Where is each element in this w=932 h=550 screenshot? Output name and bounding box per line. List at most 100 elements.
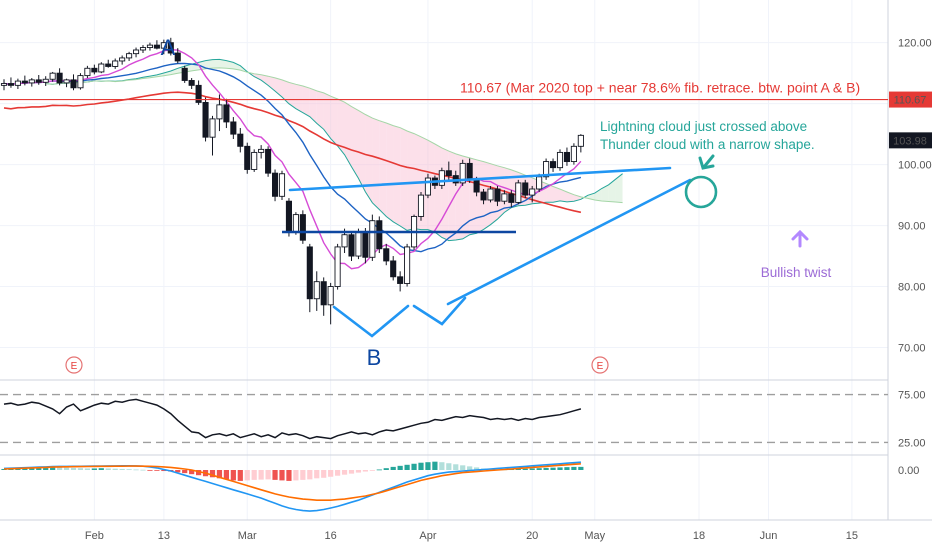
cloud-cross-circle xyxy=(684,175,718,209)
candle xyxy=(404,243,411,287)
candle xyxy=(278,170,286,200)
cloud-segment xyxy=(358,110,366,192)
macd-histogram-bar xyxy=(258,470,264,480)
candle xyxy=(529,185,536,203)
candle xyxy=(501,190,508,205)
bullish-twist-label: Bullish twist xyxy=(761,265,832,280)
macd-histogram-bar xyxy=(341,470,348,475)
candle xyxy=(119,55,126,65)
candle xyxy=(237,128,244,153)
candle xyxy=(167,37,174,56)
cloud-segment xyxy=(309,88,317,124)
macd-histogram-bar xyxy=(265,470,271,480)
price-tick-label: 70.00 xyxy=(898,343,926,355)
macd-histogram-bar xyxy=(522,468,528,470)
rsi-pane: 75.00 25.00 xyxy=(0,390,926,449)
macd-histogram-bar xyxy=(196,470,202,476)
candle xyxy=(105,59,112,68)
candle xyxy=(216,94,223,132)
macd-histogram-bar xyxy=(251,470,257,480)
candle xyxy=(209,115,216,156)
cloud-note-line1: Lightning cloud just crossed above xyxy=(600,119,807,134)
candle xyxy=(70,74,77,91)
candle xyxy=(63,78,70,88)
macd-histogram-bar xyxy=(70,467,77,470)
candle xyxy=(383,243,390,266)
macd-histogram-bar xyxy=(209,470,216,478)
macd-histogram-bar xyxy=(105,468,111,470)
macd-histogram-bar xyxy=(557,467,563,470)
candle xyxy=(42,76,49,86)
candle xyxy=(390,256,397,281)
candle xyxy=(550,158,557,172)
candle xyxy=(272,169,279,202)
macd-histogram-bar xyxy=(432,461,438,470)
earnings-marker-label: E xyxy=(71,361,78,372)
macd-histogram-bar xyxy=(411,463,417,470)
macd-histogram-bar xyxy=(321,470,327,478)
macd-histogram-bar xyxy=(474,467,480,470)
macd-signal-line xyxy=(3,463,581,502)
price-axis[interactable]: 120.00 100.00 90.00 80.00 70.00 xyxy=(898,38,932,355)
candle xyxy=(258,145,265,159)
cloud-segment xyxy=(400,127,408,231)
macd-histogram-bar xyxy=(418,462,424,470)
macd-histogram-bar xyxy=(22,468,28,470)
cloud-segment xyxy=(316,90,324,130)
cloud-segment xyxy=(351,106,359,179)
macd-histogram-bar xyxy=(314,470,320,479)
earnings-marker[interactable]: E xyxy=(65,356,83,374)
point-a-label: A xyxy=(161,35,176,60)
cloud-segment xyxy=(295,84,303,113)
candle xyxy=(424,173,432,199)
cloud-segment xyxy=(337,98,345,155)
macd-histogram-bar xyxy=(147,470,153,471)
candle xyxy=(348,231,355,261)
macd-histogram-bar xyxy=(91,468,97,470)
candle xyxy=(21,75,28,86)
macd-histogram-bar xyxy=(564,467,570,470)
svg-text:103.98: 103.98 xyxy=(893,135,927,147)
candle xyxy=(132,47,140,58)
time-tick-label: 15 xyxy=(846,530,858,542)
macd-histogram-bar xyxy=(98,468,104,470)
macd-histogram-bar xyxy=(571,466,577,470)
candle xyxy=(146,42,154,51)
cloud-segment xyxy=(323,92,331,139)
candle xyxy=(265,146,272,177)
macd-histogram-bar xyxy=(460,465,466,470)
candle xyxy=(299,210,306,244)
macd-histogram-bar xyxy=(50,467,56,470)
time-tick-label: 18 xyxy=(693,530,705,542)
cloud-segment xyxy=(330,96,338,147)
candle xyxy=(577,134,584,153)
time-tick-label: May xyxy=(584,530,605,542)
earnings-marker[interactable]: E xyxy=(591,356,609,374)
candle xyxy=(522,179,529,199)
candle xyxy=(181,65,188,83)
cloud-segment xyxy=(615,173,623,203)
macd-histogram-bar xyxy=(355,470,362,473)
cloud-segment xyxy=(441,147,449,241)
cloud-segment xyxy=(344,102,352,167)
cloud-segment xyxy=(601,184,609,202)
macd-tick-label: 0.00 xyxy=(898,465,919,477)
price-tick-label: 90.00 xyxy=(898,221,926,233)
cloud-segment xyxy=(434,144,442,238)
candle xyxy=(327,282,334,325)
macd-histogram-bar xyxy=(216,470,223,479)
macd-histogram-bar xyxy=(453,464,459,470)
candle xyxy=(369,214,376,261)
candle xyxy=(84,65,91,79)
macd-histogram-bar xyxy=(348,470,355,474)
time-axis[interactable]: Feb 13 Mar 16 Apr 20 May 18 Jun 15 xyxy=(85,530,858,542)
cloud-segment xyxy=(553,186,560,203)
cloud-segment xyxy=(594,188,602,201)
point-b-label: B xyxy=(367,345,382,370)
macd-histogram-bar xyxy=(1,468,7,470)
price-tick-label: 80.00 xyxy=(898,282,926,294)
macd-histogram-bar xyxy=(77,468,84,470)
rsi-tick-label: 25.00 xyxy=(898,437,926,449)
macd-histogram-bar xyxy=(112,468,118,470)
